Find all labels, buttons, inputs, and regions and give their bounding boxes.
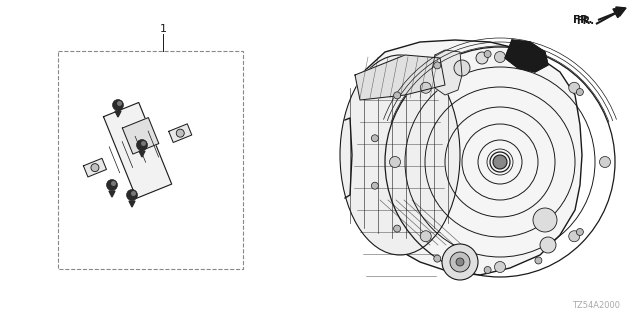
Circle shape bbox=[535, 60, 542, 67]
Text: 1: 1 bbox=[159, 24, 166, 34]
Circle shape bbox=[106, 180, 118, 190]
Polygon shape bbox=[616, 7, 626, 16]
Ellipse shape bbox=[340, 55, 460, 255]
Circle shape bbox=[495, 261, 506, 273]
Circle shape bbox=[131, 191, 136, 196]
Circle shape bbox=[117, 101, 122, 106]
Circle shape bbox=[136, 140, 147, 150]
Circle shape bbox=[484, 267, 491, 274]
Circle shape bbox=[577, 89, 584, 96]
Polygon shape bbox=[104, 102, 172, 198]
Polygon shape bbox=[169, 124, 192, 142]
Circle shape bbox=[577, 228, 584, 236]
Circle shape bbox=[454, 60, 470, 76]
Circle shape bbox=[176, 129, 184, 137]
Circle shape bbox=[495, 52, 506, 62]
Circle shape bbox=[371, 135, 378, 142]
Circle shape bbox=[394, 225, 401, 232]
Polygon shape bbox=[122, 117, 159, 154]
Polygon shape bbox=[432, 50, 462, 95]
Polygon shape bbox=[355, 55, 445, 100]
Circle shape bbox=[442, 244, 478, 280]
Circle shape bbox=[91, 164, 99, 172]
Text: FR.: FR. bbox=[573, 15, 593, 25]
Text: TZ54A2000: TZ54A2000 bbox=[572, 301, 620, 310]
Circle shape bbox=[493, 155, 507, 169]
Bar bbox=[58, 51, 243, 269]
Polygon shape bbox=[613, 8, 625, 18]
Polygon shape bbox=[129, 201, 135, 207]
Text: FR.: FR. bbox=[576, 16, 594, 26]
Polygon shape bbox=[505, 40, 548, 72]
Circle shape bbox=[533, 208, 557, 232]
Circle shape bbox=[141, 141, 146, 146]
Circle shape bbox=[476, 52, 488, 64]
Circle shape bbox=[420, 82, 431, 93]
Circle shape bbox=[394, 92, 401, 99]
Polygon shape bbox=[342, 40, 582, 275]
Polygon shape bbox=[139, 151, 145, 157]
Circle shape bbox=[600, 156, 611, 167]
Circle shape bbox=[569, 82, 580, 93]
Circle shape bbox=[540, 237, 556, 253]
Circle shape bbox=[434, 62, 441, 69]
Circle shape bbox=[371, 182, 378, 189]
Circle shape bbox=[484, 51, 491, 58]
Polygon shape bbox=[115, 111, 121, 117]
Circle shape bbox=[450, 252, 470, 272]
Circle shape bbox=[420, 231, 431, 242]
Polygon shape bbox=[109, 191, 115, 197]
Circle shape bbox=[434, 255, 441, 262]
Circle shape bbox=[569, 231, 580, 242]
Circle shape bbox=[127, 189, 138, 201]
Polygon shape bbox=[83, 158, 106, 177]
Circle shape bbox=[535, 257, 542, 264]
Circle shape bbox=[456, 258, 464, 266]
Circle shape bbox=[111, 181, 116, 186]
Circle shape bbox=[113, 100, 124, 110]
Circle shape bbox=[390, 156, 401, 167]
